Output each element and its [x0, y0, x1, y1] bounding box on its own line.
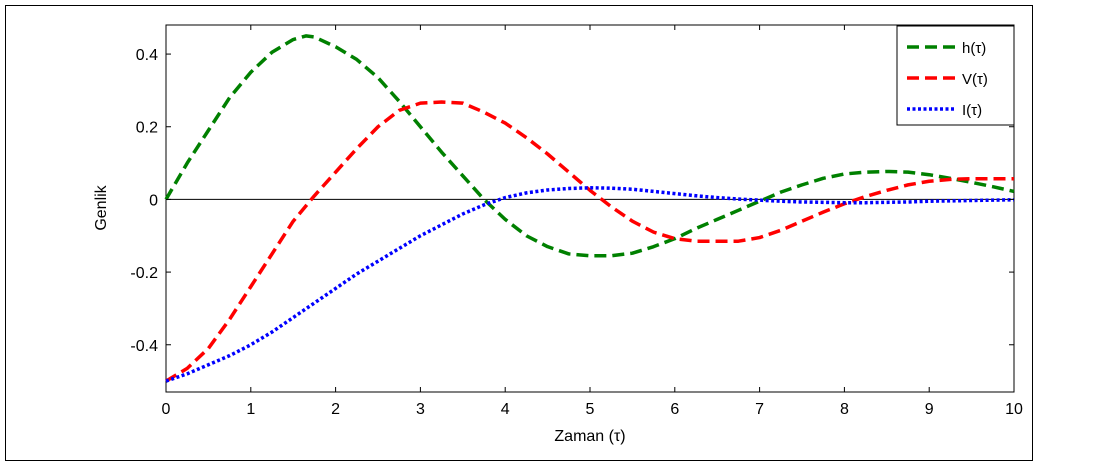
series-line-v: [165, 100, 1014, 383]
y-axis-label: Genlik: [93, 184, 110, 230]
plot-area: [165, 24, 1015, 393]
y-tick-label: 0.2: [136, 120, 158, 137]
x-tick-label: 8: [840, 401, 849, 418]
y-tick-label: -0.4: [130, 338, 158, 355]
x-tick-label: 6: [670, 401, 679, 418]
series-layer: [164, 34, 1015, 383]
x-tick-label: 3: [416, 401, 425, 418]
y-tick-label: -0.2: [130, 265, 158, 282]
y-axis-ticks: -0.4 -0.2 0 0.2 0.4: [130, 47, 1014, 355]
series-line-i: [165, 186, 1015, 383]
x-tick-label: 7: [755, 401, 764, 418]
y-tick-label: 0: [149, 192, 158, 209]
x-tick-label: 9: [925, 401, 934, 418]
y-tick-label: 0.4: [136, 47, 158, 64]
legend: h(τ) V(τ) I(τ): [896, 25, 1015, 126]
legend-label-h: h(τ): [962, 40, 986, 57]
legend-label-i: I(τ): [962, 102, 982, 119]
x-axis-label: Zaman (τ): [554, 428, 625, 445]
x-axis-ticks: 0 1 2 3 4 5 6 7 8 9 10: [162, 25, 1023, 418]
legend-box: [896, 25, 1015, 126]
legend-label-v: V(τ): [962, 71, 988, 88]
x-tick-label: 0: [162, 401, 171, 418]
series-line-h: [164, 34, 1015, 258]
x-tick-label: 10: [1005, 401, 1023, 418]
x-tick-label: 4: [501, 401, 510, 418]
x-tick-label: 2: [331, 401, 340, 418]
x-tick-label: 5: [586, 401, 595, 418]
x-tick-label: 1: [246, 401, 255, 418]
